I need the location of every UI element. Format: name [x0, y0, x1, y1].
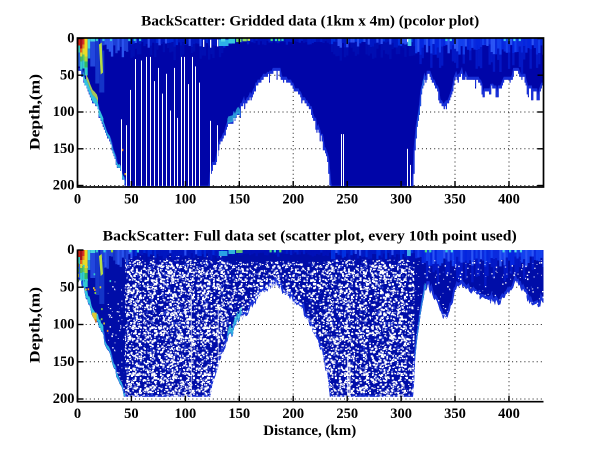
svg-text:Depth,(m): Depth,(m) — [28, 287, 44, 363]
svg-text:200: 200 — [282, 192, 304, 208]
svg-text:250: 250 — [336, 192, 358, 208]
svg-text:0: 0 — [74, 192, 81, 208]
svg-text:Distance, (km): Distance, (km) — [263, 423, 356, 439]
svg-text:200: 200 — [282, 406, 304, 422]
svg-text:350: 350 — [444, 192, 466, 208]
svg-text:50: 50 — [60, 279, 75, 295]
svg-text:200: 200 — [53, 178, 75, 194]
svg-text:100: 100 — [175, 192, 197, 208]
svg-text:300: 300 — [390, 406, 412, 422]
svg-text:50: 50 — [60, 68, 75, 84]
svg-text:Depth,(m): Depth,(m) — [28, 74, 44, 150]
svg-text:0: 0 — [67, 31, 74, 47]
svg-text:100: 100 — [53, 317, 75, 333]
svg-text:100: 100 — [175, 406, 197, 422]
svg-text:BackScatter: Gridded data (1km: BackScatter: Gridded data (1km x 4m) (pc… — [141, 13, 479, 29]
svg-text:250: 250 — [336, 406, 358, 422]
svg-text:150: 150 — [228, 406, 250, 422]
svg-text:150: 150 — [53, 141, 75, 157]
svg-text:150: 150 — [53, 354, 75, 370]
svg-text:150: 150 — [228, 192, 250, 208]
svg-text:50: 50 — [124, 192, 139, 208]
svg-text:BackScatter: Full data set (sc: BackScatter: Full data set (scatter plot… — [103, 229, 517, 245]
svg-text:100: 100 — [53, 104, 75, 120]
svg-text:300: 300 — [390, 192, 412, 208]
svg-text:400: 400 — [498, 406, 520, 422]
svg-text:400: 400 — [498, 192, 520, 208]
svg-text:0: 0 — [74, 406, 81, 422]
svg-text:350: 350 — [444, 406, 466, 422]
svg-text:0: 0 — [67, 242, 74, 258]
svg-text:50: 50 — [124, 406, 139, 422]
svg-text:200: 200 — [53, 391, 75, 407]
